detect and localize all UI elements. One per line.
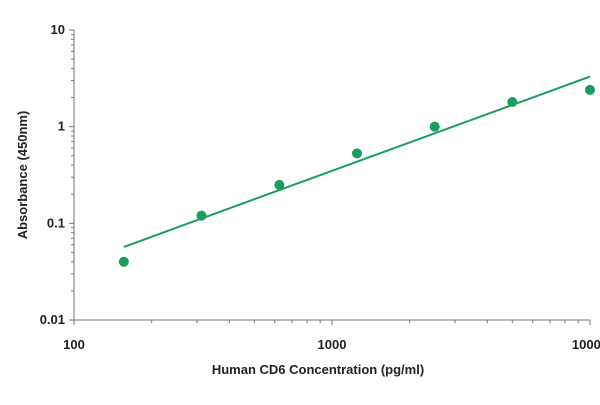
x-tick-label: 100 (63, 337, 85, 352)
fit-line-group (123, 75, 591, 248)
y-axis-title: Absorbance (450nm) (15, 111, 30, 240)
data-point (507, 96, 518, 107)
y-tick-label: 10 (51, 22, 65, 37)
x-tick-label: 10000 (572, 337, 600, 352)
data-point (585, 84, 595, 95)
fit-line (123, 75, 591, 248)
data-point (196, 210, 207, 221)
y-tick-label: 0.01 (40, 312, 65, 327)
y-tick-label: 0.1 (47, 215, 65, 230)
data-point (274, 179, 285, 190)
y-tick-label: 1 (58, 119, 65, 134)
axes (73, 30, 590, 321)
ticks: 0.01 0.1 1 10 100 1000 10000 (40, 22, 600, 352)
data-point (352, 148, 363, 159)
x-axis-title: Human CD6 Concentration (pg/ml) (212, 362, 424, 377)
data-points (118, 84, 595, 267)
data-point (118, 256, 129, 267)
data-point (429, 121, 440, 132)
x-tick-label: 1000 (318, 337, 347, 352)
